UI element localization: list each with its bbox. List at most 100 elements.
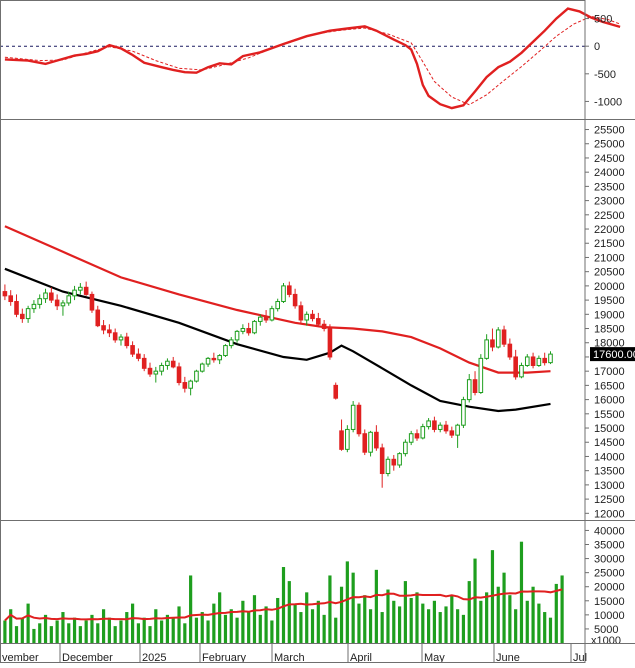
- candle-body: [333, 384, 339, 399]
- price-tick-label: 23500: [594, 181, 625, 193]
- price-tick-label: 14000: [594, 451, 625, 463]
- price-tick-label: 24000: [594, 167, 625, 179]
- candle-body: [408, 433, 414, 443]
- candle-body: [472, 379, 478, 393]
- volume-bar: [322, 614, 326, 643]
- candle-body: [37, 298, 43, 305]
- volume-bar: [160, 620, 164, 643]
- volume-bar: [276, 597, 280, 643]
- volume-bar: [183, 623, 187, 643]
- volume-bar: [374, 569, 378, 643]
- volume-bar: [485, 592, 489, 643]
- volume-bar: [20, 617, 24, 643]
- price-tick-label: 18000: [594, 338, 625, 350]
- macd-tick-label: -1000: [594, 96, 622, 108]
- volume-bar: [543, 612, 547, 643]
- price-tick-label: 24500: [594, 153, 625, 165]
- candle-body: [530, 356, 536, 366]
- candle-body: [107, 329, 112, 334]
- volume-bar: [479, 600, 483, 643]
- candle-body: [194, 370, 199, 382]
- volume-bar: [450, 595, 454, 643]
- candle-body: [234, 330, 240, 341]
- candle-body: [501, 329, 507, 345]
- time-axis-label: February: [202, 652, 247, 663]
- price-tick-label: 15000: [594, 423, 625, 435]
- volume-bar: [467, 581, 471, 643]
- volume-tick-label: 5000: [594, 624, 618, 636]
- volume-bar: [334, 617, 338, 643]
- volume-tick-label: 30000: [594, 554, 625, 566]
- volume-tick-label: 20000: [594, 582, 625, 594]
- candle-body: [95, 309, 101, 327]
- volume-bar: [9, 609, 13, 643]
- candle-body: [437, 424, 443, 430]
- volume-average-line: [4, 588, 563, 622]
- volume-bar: [351, 572, 355, 643]
- candle-body: [66, 295, 72, 304]
- time-axis-label: Jul: [573, 652, 587, 663]
- candle-body: [31, 303, 37, 310]
- volume-bar: [218, 592, 222, 643]
- price-tick-label: 21500: [594, 238, 625, 250]
- volume-bar: [403, 581, 407, 643]
- candle-body: [414, 433, 420, 439]
- volume-bar: [258, 614, 262, 643]
- candle-body: [141, 357, 147, 369]
- volume-bar: [241, 600, 245, 643]
- volume-bar: [444, 606, 448, 643]
- candle-body: [269, 308, 275, 321]
- candle-body: [228, 339, 234, 347]
- macd-tick-label: -500: [594, 69, 616, 81]
- volume-bar: [299, 612, 303, 643]
- candle-body: [443, 424, 449, 432]
- candle-body: [507, 343, 513, 358]
- volume-bar: [438, 612, 442, 643]
- candle-body: [205, 357, 211, 365]
- price-panel: 25500 25000 24500 24000 23500 23000 22500 22000…: [2, 125, 635, 520]
- candle-body: [478, 357, 484, 393]
- volume-bar: [345, 561, 349, 643]
- candle-body: [252, 320, 257, 334]
- candle-body: [379, 447, 385, 475]
- candle-body: [211, 357, 217, 361]
- price-tick-label: 21000: [594, 252, 625, 264]
- candle-body: [345, 428, 350, 450]
- volume-tick-label: 35000: [594, 540, 625, 552]
- volume-bar: [368, 609, 373, 643]
- volume-bar: [363, 595, 367, 643]
- volume-bar: [554, 583, 558, 643]
- volume-bar: [473, 558, 477, 643]
- volume-bar: [142, 617, 146, 643]
- candle-body: [339, 430, 344, 450]
- price-tick-label: 13000: [594, 480, 625, 492]
- volume-bar: [200, 612, 204, 643]
- candle-body: [548, 353, 553, 364]
- candle-body: [182, 382, 188, 389]
- price-tick-label: 16000: [594, 395, 625, 407]
- volume-bar: [177, 606, 181, 643]
- volume-bar: [392, 600, 396, 643]
- volume-bar: [90, 614, 94, 643]
- volume-bar: [264, 606, 268, 643]
- price-tick-label: 14500: [594, 437, 625, 449]
- volume-bar: [328, 575, 332, 643]
- volume-bar: [432, 600, 437, 643]
- volume-tick-label: 40000: [594, 525, 625, 537]
- price-tick-label: 12000: [594, 508, 625, 520]
- time-axis-label: 2025: [142, 652, 166, 663]
- volume-bar: [397, 606, 402, 643]
- price-tick-label: 22500: [594, 210, 625, 222]
- candle-body: [246, 328, 251, 334]
- candle-body: [25, 308, 31, 320]
- candle-body: [199, 363, 205, 372]
- candle-body: [170, 360, 176, 368]
- candle-body: [420, 426, 426, 439]
- price-tick-label: 19000: [594, 309, 625, 321]
- volume-tick-label: 10000: [594, 610, 625, 622]
- volume-bar: [154, 609, 158, 643]
- candle-body: [147, 367, 153, 375]
- volume-bar: [305, 592, 309, 643]
- volume-bar: [235, 617, 239, 643]
- volume-bar: [223, 614, 228, 643]
